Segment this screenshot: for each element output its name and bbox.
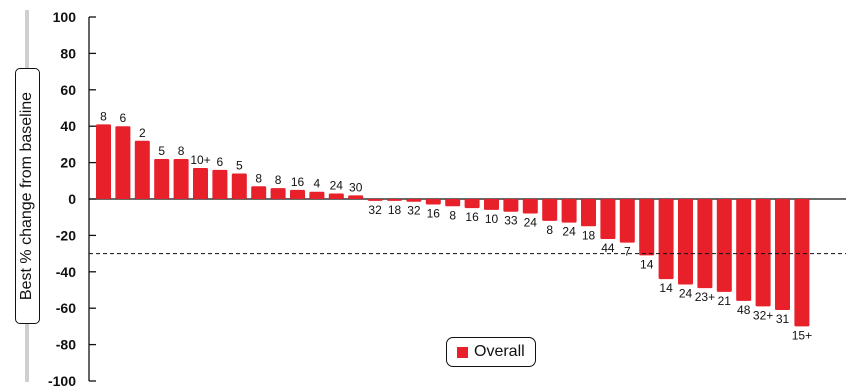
bar xyxy=(445,199,461,207)
bar xyxy=(154,158,170,199)
bar-label: 16 xyxy=(465,210,479,224)
y-tick-label: -80 xyxy=(56,337,76,353)
y-tick-label: -20 xyxy=(56,227,76,243)
bar xyxy=(755,199,771,307)
bar xyxy=(503,199,519,212)
bar-label: 2 xyxy=(139,126,146,140)
bar xyxy=(309,191,325,199)
bar-label: 16 xyxy=(291,175,305,189)
bar xyxy=(658,199,674,280)
bar xyxy=(212,169,228,199)
bar-label: 14 xyxy=(640,257,654,271)
bar-label: 24 xyxy=(679,287,693,301)
bar xyxy=(522,199,538,214)
legend-label: Overall xyxy=(474,343,525,360)
bar xyxy=(367,199,383,201)
bars xyxy=(96,124,810,327)
bar xyxy=(193,168,208,199)
bar-label: 15+ xyxy=(792,328,812,342)
y-tick-label: 0 xyxy=(68,191,76,207)
bar-label: 32 xyxy=(407,204,421,218)
bar xyxy=(173,158,189,199)
y-tick-label: -100 xyxy=(48,373,76,389)
bar xyxy=(775,199,790,311)
bar xyxy=(716,199,732,292)
bar-label: 5 xyxy=(236,159,243,173)
bar xyxy=(231,173,247,199)
bar-label: 18 xyxy=(388,203,402,217)
bar-label: 8 xyxy=(546,223,553,237)
bar xyxy=(484,199,499,210)
y-tick-label: 60 xyxy=(60,82,76,98)
bar xyxy=(115,126,131,199)
bar xyxy=(328,193,344,199)
bar-label: 8 xyxy=(100,109,107,123)
bar-label: 24 xyxy=(330,179,344,193)
y-tick-label: -60 xyxy=(56,300,76,316)
bar xyxy=(464,199,480,209)
bar-label: 31 xyxy=(776,312,790,326)
bar-label: 30 xyxy=(349,180,363,194)
bar-label: 32+ xyxy=(753,308,773,322)
bar-label: 16 xyxy=(427,206,441,220)
bar-label: 8 xyxy=(449,208,456,222)
bar xyxy=(697,199,713,289)
bar-label: 10 xyxy=(485,212,499,226)
y-tick-label: -40 xyxy=(56,264,76,280)
bar-label: 8 xyxy=(275,173,282,187)
y-axis: 100 80 60 40 20 0 -20 -40 -60 -80 -100 xyxy=(48,9,846,389)
bar-label: 4 xyxy=(314,177,321,191)
bar xyxy=(425,199,441,205)
y-axis-label-box xyxy=(15,68,40,324)
bar-label: 8 xyxy=(255,171,262,185)
bar-label: 33 xyxy=(504,214,518,228)
bar-label: 8 xyxy=(178,144,185,158)
bar xyxy=(96,124,111,199)
bar-label: 48 xyxy=(737,303,751,317)
bar xyxy=(290,189,305,199)
y-tick-label: 80 xyxy=(60,45,76,61)
bar-label: 21 xyxy=(718,294,732,308)
bar-label: 6 xyxy=(120,111,127,125)
bar xyxy=(270,188,286,199)
bar xyxy=(387,199,402,201)
bar xyxy=(639,199,655,256)
bar xyxy=(794,199,810,327)
bar xyxy=(600,199,616,240)
bar xyxy=(619,199,635,243)
bar-label: 24 xyxy=(524,216,538,230)
y-tick-label: 20 xyxy=(60,155,76,171)
bar-label: 44 xyxy=(601,241,615,255)
bar xyxy=(581,199,596,227)
bar-label: 10+ xyxy=(190,153,210,167)
bar-label: 7 xyxy=(624,245,631,259)
bar xyxy=(134,140,150,199)
y-tick-label: 40 xyxy=(60,118,76,134)
bar-label: 18 xyxy=(582,228,596,242)
bar xyxy=(542,199,558,221)
bar-label: 24 xyxy=(562,225,576,239)
bar-label: 23+ xyxy=(695,290,715,304)
bar xyxy=(348,195,364,199)
bar xyxy=(561,199,577,223)
bar-label: 32 xyxy=(368,203,382,217)
y-tick-label: 100 xyxy=(53,9,77,25)
bar xyxy=(678,199,693,285)
bar xyxy=(251,186,267,199)
bar-label: 14 xyxy=(659,281,673,295)
legend-swatch xyxy=(457,346,468,358)
bar xyxy=(736,199,752,301)
bar-label: 6 xyxy=(217,155,224,169)
bar-label: 5 xyxy=(158,144,165,158)
legend: Overall xyxy=(446,337,536,367)
bar xyxy=(406,199,422,202)
